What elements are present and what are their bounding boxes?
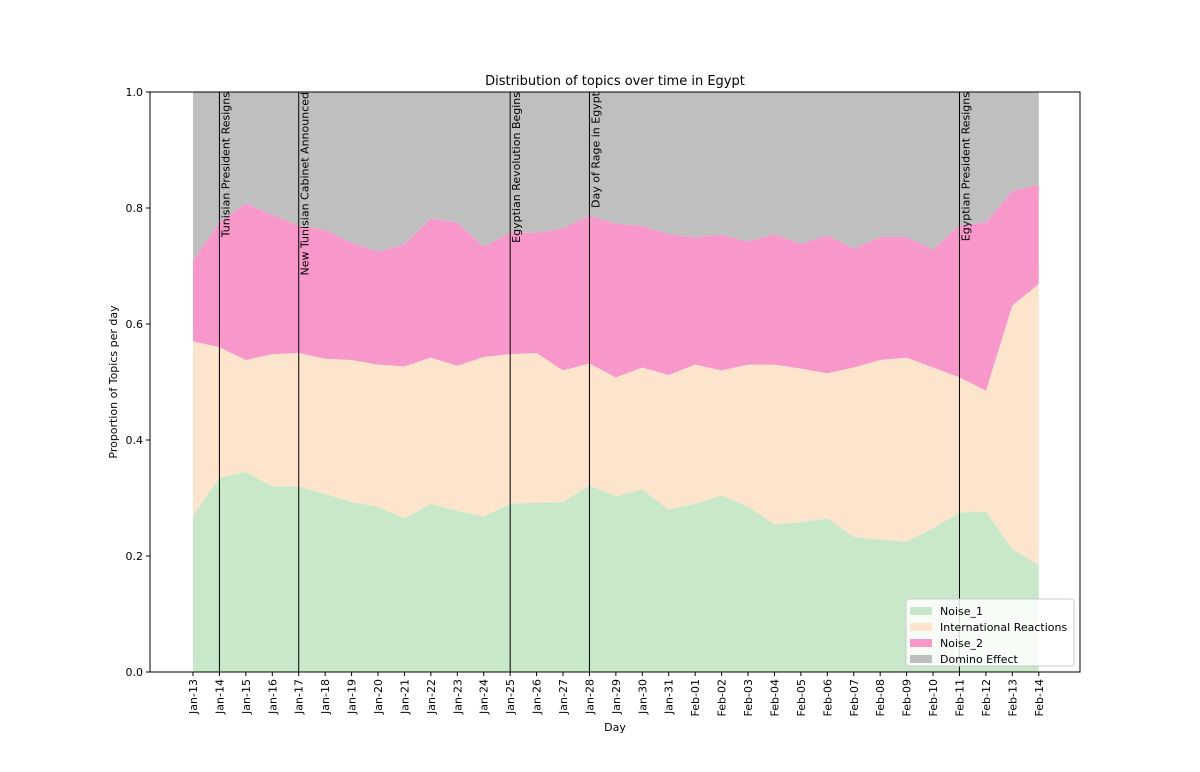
x-tick-label-17: Jan-30 bbox=[636, 679, 649, 715]
x-tick-label-0: Jan-13 bbox=[187, 679, 200, 715]
x-tick-label-1: Jan-14 bbox=[213, 679, 226, 715]
x-tick-label-31: Feb-13 bbox=[1006, 679, 1019, 716]
plot-frame bbox=[149, 91, 1081, 673]
x-tick-label-25: Feb-07 bbox=[848, 679, 861, 716]
x-tick-label-29: Feb-11 bbox=[953, 679, 966, 716]
legend-entry-0: Noise_1 bbox=[940, 605, 983, 618]
x-tick-label-16: Jan-29 bbox=[610, 679, 623, 715]
x-tick-label-7: Jan-20 bbox=[372, 679, 385, 715]
event-label-0: Tunisian President Resigns bbox=[219, 92, 232, 239]
legend-box bbox=[905, 598, 1075, 667]
legend-entry-3: Domino Effect bbox=[940, 653, 1019, 666]
x-tick-label-11: Jan-24 bbox=[478, 679, 491, 715]
x-tick-label-14: Jan-27 bbox=[557, 679, 570, 715]
x-tick-label-3: Jan-16 bbox=[266, 679, 279, 715]
area-series-1 bbox=[193, 283, 1039, 565]
x-tick-label-5: Jan-18 bbox=[319, 679, 332, 715]
event-label-2: Egyptian Revolution Begins bbox=[510, 92, 523, 243]
y-tick-label-0: 0.0 bbox=[126, 666, 144, 679]
area-layers bbox=[193, 92, 1039, 672]
event-label-1: New Tunisian Cabinet Announced bbox=[299, 92, 312, 275]
y-tick-label-4: 0.8 bbox=[126, 202, 144, 215]
x-tick-label-30: Feb-12 bbox=[980, 679, 993, 716]
x-axis-label: Day bbox=[604, 721, 626, 734]
x-tick-label-13: Jan-26 bbox=[531, 679, 544, 715]
legend-swatch-0 bbox=[910, 607, 932, 615]
legend-swatch-2 bbox=[910, 639, 932, 647]
x-tick-label-21: Feb-03 bbox=[742, 679, 755, 716]
x-tick-label-20: Feb-02 bbox=[716, 679, 729, 716]
legend-entry-2: Noise_2 bbox=[940, 637, 983, 650]
event-markers: Tunisian President Resigns New Tunisian C… bbox=[218, 91, 972, 672]
x-tick-label-8: Jan-21 bbox=[398, 679, 411, 715]
x-tick-label-6: Jan-19 bbox=[346, 679, 359, 715]
x-tick-label-18: Jan-31 bbox=[663, 679, 676, 715]
x-tick-label-4: Jan-17 bbox=[293, 679, 306, 715]
area-series-2 bbox=[193, 184, 1039, 391]
x-tick-label-19: Feb-01 bbox=[689, 679, 702, 716]
x-tick-label-10: Jan-23 bbox=[451, 679, 464, 715]
y-axis-label: Proportion of Topics per day bbox=[107, 305, 120, 459]
event-label-4: Egyptian President Resigns bbox=[959, 92, 972, 241]
x-tick-label-24: Feb-06 bbox=[821, 679, 834, 716]
x-axis: Jan-13 Jan-14 Jan-15 Jan-16 Jan-17 Jan-18 Jan-… bbox=[187, 672, 1046, 716]
y-tick-label-1: 0.2 bbox=[126, 550, 144, 563]
x-tick-label-32: Feb-14 bbox=[1033, 679, 1046, 716]
legend: Noise_1 International Reactions Noise_2 Dom… bbox=[905, 598, 1075, 667]
y-tick-label-3: 0.6 bbox=[126, 318, 144, 331]
x-tick-label-9: Jan-22 bbox=[425, 679, 438, 715]
event-label-3: Day of Rage in Egypt bbox=[589, 91, 602, 208]
x-tick-label-2: Jan-15 bbox=[240, 679, 253, 715]
legend-swatch-3 bbox=[910, 655, 932, 663]
y-axis: 0.0 0.2 0.4 0.6 0.8 1.0 bbox=[126, 86, 150, 679]
legend-swatch-1 bbox=[910, 623, 932, 631]
x-tick-label-28: Feb-10 bbox=[927, 679, 940, 716]
area-series-3 bbox=[193, 92, 1039, 261]
x-tick-label-27: Feb-09 bbox=[901, 679, 914, 716]
x-tick-label-12: Jan-25 bbox=[504, 679, 517, 715]
x-tick-label-22: Feb-04 bbox=[768, 679, 781, 716]
chart-title: Distribution of topics over time in Egyp… bbox=[485, 74, 745, 89]
area-series-0 bbox=[193, 471, 1039, 672]
y-tick-label-2: 0.4 bbox=[126, 434, 144, 447]
x-tick-label-23: Feb-05 bbox=[795, 679, 808, 716]
x-tick-label-15: Jan-28 bbox=[583, 679, 596, 715]
y-tick-label-5: 1.0 bbox=[126, 86, 144, 99]
legend-entry-1: International Reactions bbox=[940, 621, 1067, 634]
x-tick-label-26: Feb-08 bbox=[874, 679, 887, 716]
